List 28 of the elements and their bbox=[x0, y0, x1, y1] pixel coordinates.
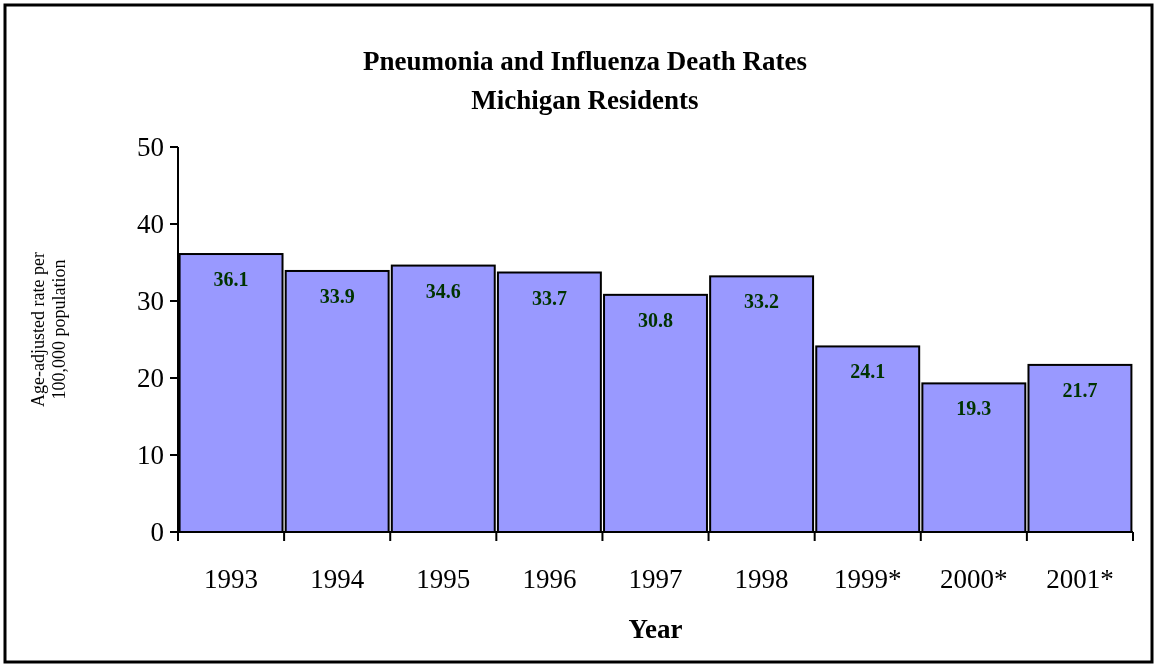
x-tick-label: 1996 bbox=[522, 564, 577, 594]
y-tick-label: 20 bbox=[137, 363, 164, 394]
x-tick-label: 2000* bbox=[940, 564, 1008, 594]
y-tick-label: 10 bbox=[137, 440, 164, 471]
data-label: 21.7 bbox=[1062, 378, 1098, 401]
y-axis-title: Age-adjusted rate per 100,000 population bbox=[28, 252, 69, 407]
y-tick-label: 0 bbox=[150, 517, 164, 548]
y-tick-label: 50 bbox=[137, 132, 164, 163]
data-label: 30.8 bbox=[638, 308, 673, 331]
x-tick-label: 1993 bbox=[204, 564, 259, 594]
x-tick-label: 1997 bbox=[628, 564, 683, 594]
data-label: 24.1 bbox=[850, 360, 886, 383]
data-label: 36.1 bbox=[213, 268, 249, 291]
x-tick-label: 1999* bbox=[833, 564, 902, 594]
data-label: 33.9 bbox=[319, 284, 355, 307]
data-label: 34.6 bbox=[425, 279, 461, 302]
x-tick-label: 2001* bbox=[1046, 564, 1114, 594]
x-tick-label: 1995 bbox=[416, 564, 471, 594]
y-tick-label: 40 bbox=[137, 209, 164, 240]
x-tick-label: 1994 bbox=[310, 564, 365, 594]
chart-subtitle: Michigan Residents bbox=[471, 85, 699, 115]
data-label: 33.2 bbox=[744, 290, 780, 313]
data-label: 33.7 bbox=[531, 286, 567, 309]
chart-title: Pneumonia and Influenza Death Rates bbox=[362, 46, 808, 76]
x-tick-label: 1998 bbox=[734, 564, 789, 594]
data-label: 19.3 bbox=[956, 397, 992, 420]
y-tick-label: 30 bbox=[137, 286, 164, 317]
x-axis-title: Year bbox=[628, 614, 683, 644]
